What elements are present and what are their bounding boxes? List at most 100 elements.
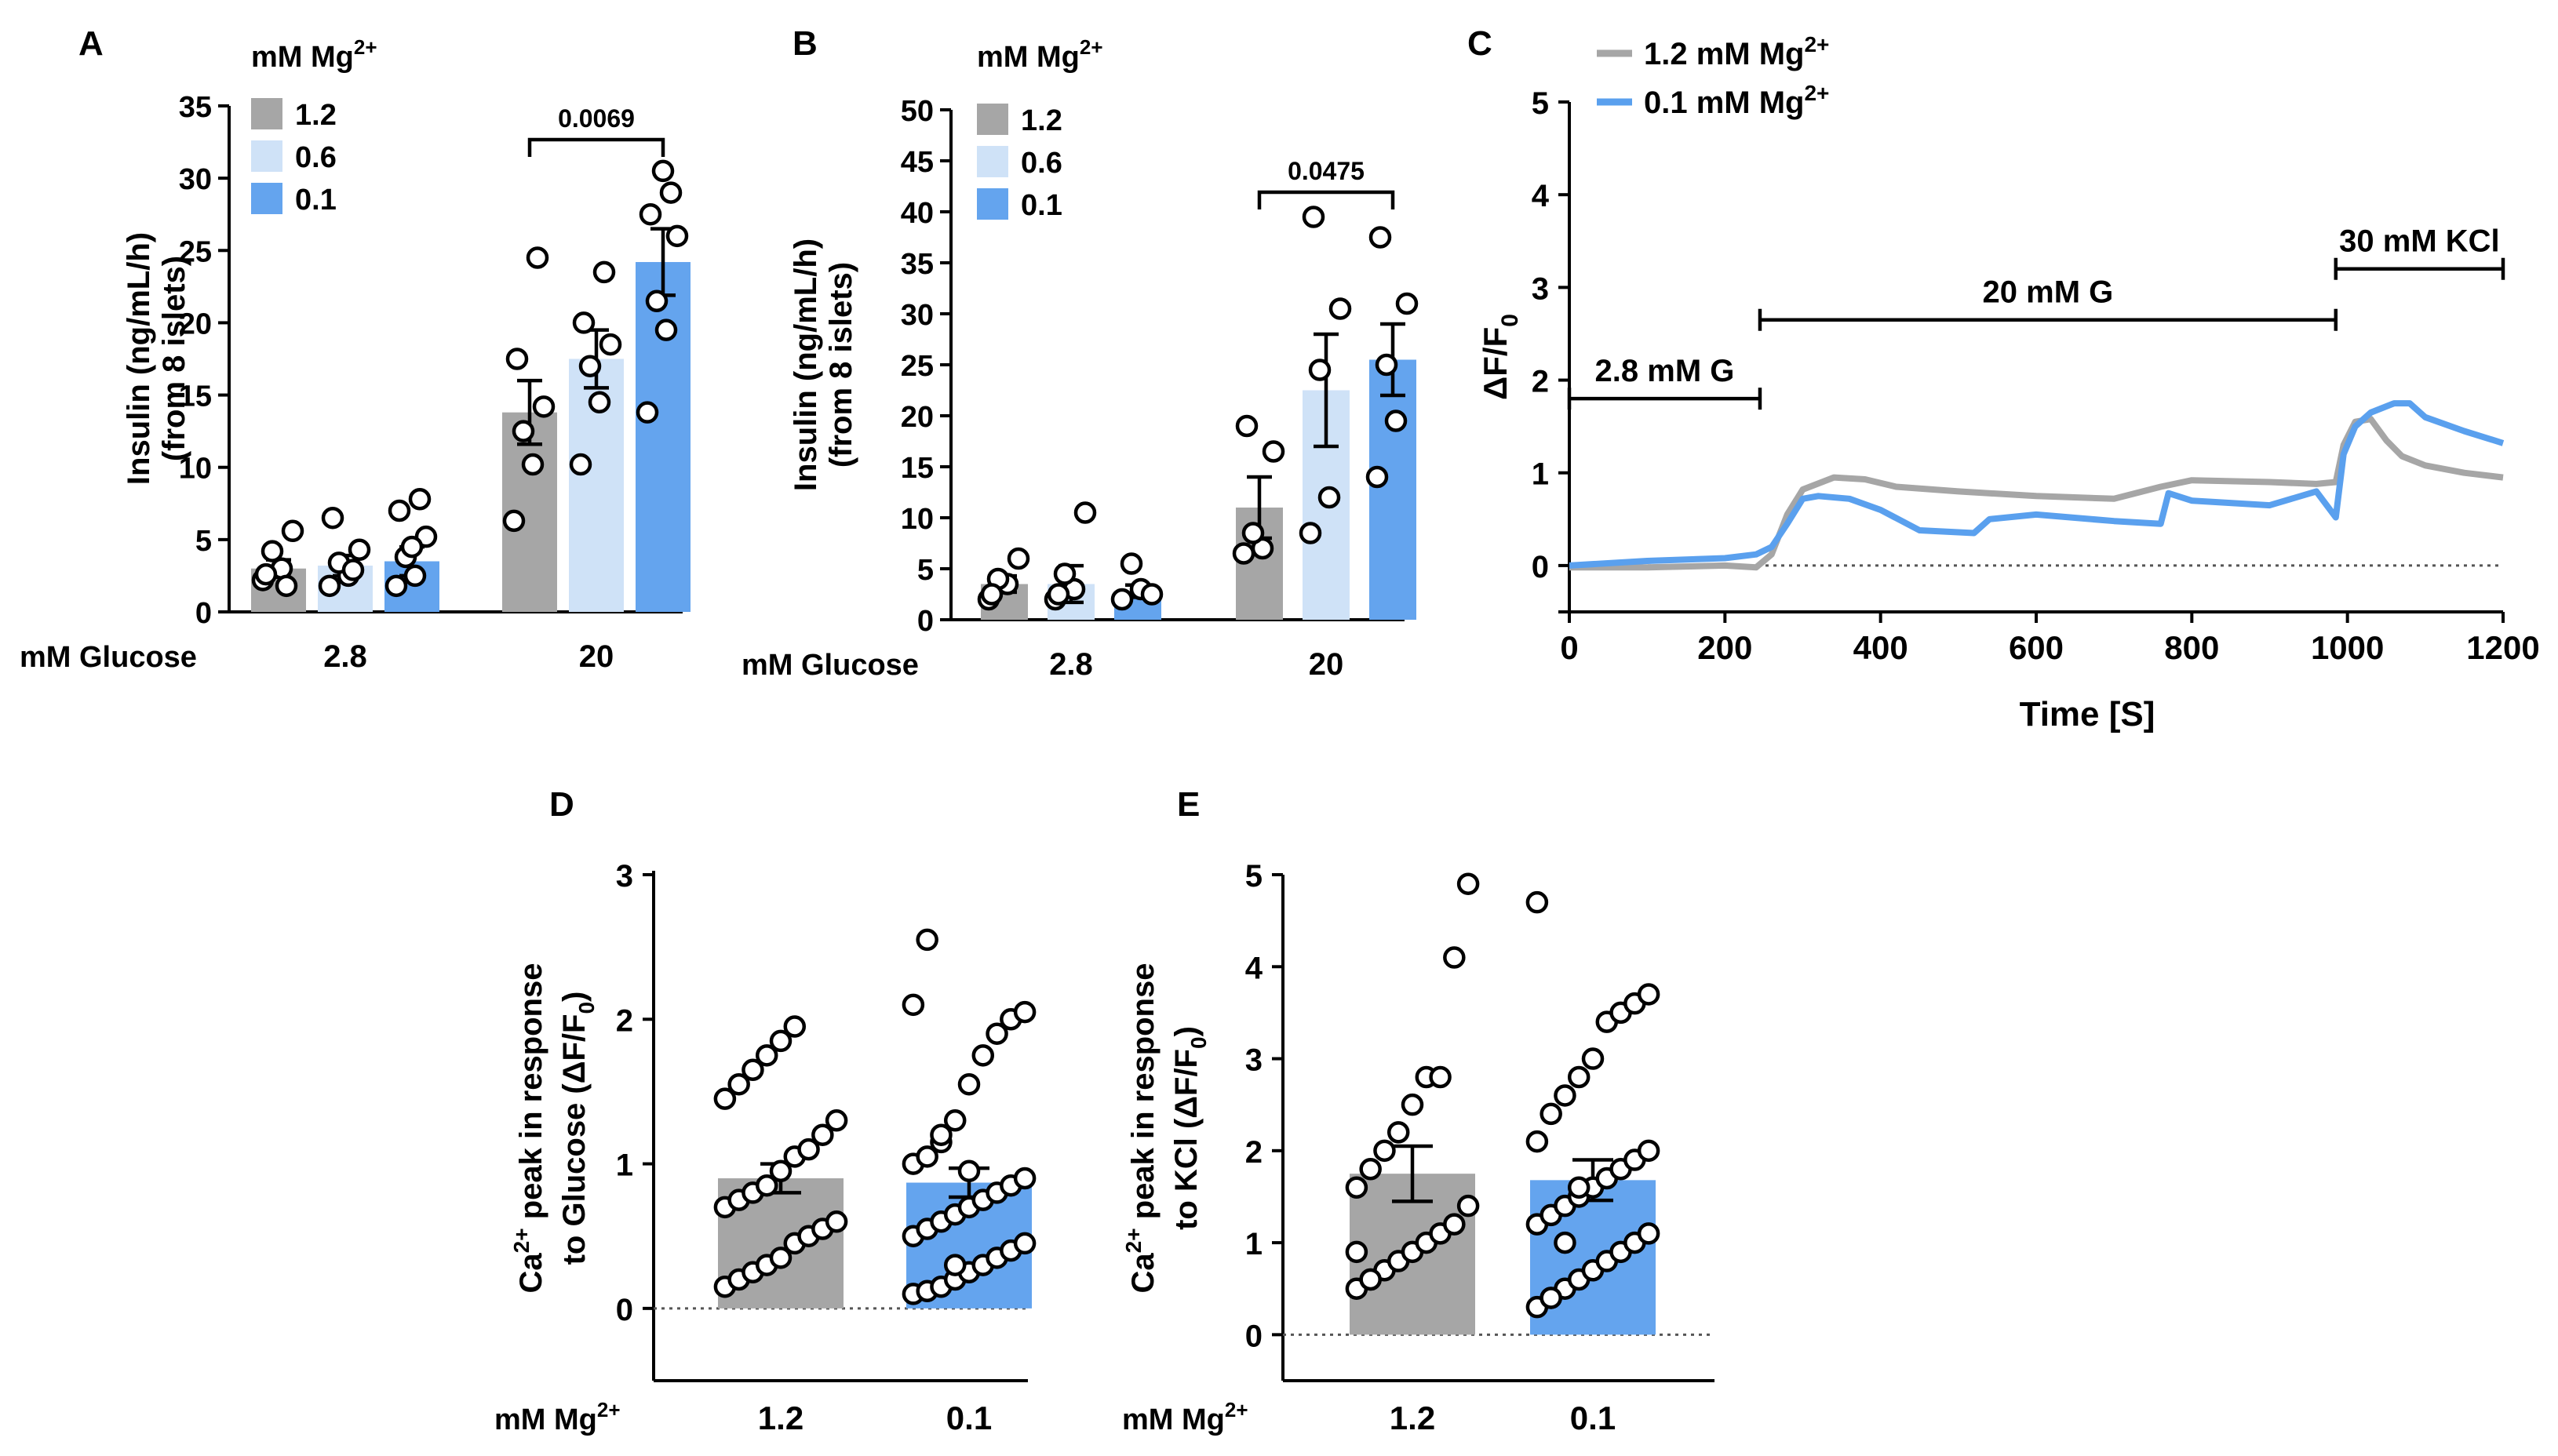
y-tick-label: 3 <box>1532 271 1549 306</box>
legend-label: 1.2 <box>1021 104 1062 137</box>
data-point <box>1244 524 1263 543</box>
data-point <box>1377 355 1396 374</box>
x-category-label: 20 <box>579 639 614 674</box>
legend-label: 1.2 mM Mg2+ <box>1644 32 1829 71</box>
y-tick-label: 35 <box>179 91 212 124</box>
data-point <box>1459 1196 1478 1215</box>
panel-d-ylabel-line2: to Glucose (ΔF/F0) <box>557 992 599 1265</box>
y-tick-label: 5 <box>1245 859 1263 894</box>
y-tick-label: 1 <box>1245 1227 1263 1261</box>
data-point <box>1347 1243 1366 1261</box>
data-point <box>1310 361 1329 380</box>
data-point <box>1639 1224 1658 1243</box>
data-point <box>1347 1178 1366 1197</box>
data-point <box>1389 1123 1408 1141</box>
x-tick-label: 0 <box>1560 629 1578 666</box>
significance-label: 0.0069 <box>558 104 635 133</box>
data-point <box>390 501 409 520</box>
data-point <box>1009 549 1028 568</box>
panel-b-insulin-chart: 0 5 10 15 20 25 30 35 40 45 50 Insulin (ng/mL/h) (… <box>742 35 1416 682</box>
data-point <box>534 397 553 416</box>
bar <box>636 262 691 612</box>
data-point <box>1361 1159 1380 1178</box>
panel-b-x-categories: 2.8 20 <box>1049 647 1343 682</box>
panel-a-xlabel: mM Glucose <box>20 641 197 674</box>
y-tick-label: 3 <box>1245 1043 1263 1078</box>
data-point <box>1528 893 1547 912</box>
x-category-label: 2.8 <box>1049 647 1093 682</box>
data-point <box>1639 1141 1658 1160</box>
y-tick-label: 20 <box>901 401 934 434</box>
y-tick-label: 1 <box>616 1148 633 1183</box>
legend-swatch <box>251 140 282 172</box>
x-category-label: 20 <box>1309 647 1344 682</box>
panel-d-xlabel: mM Mg2+ <box>494 1398 621 1436</box>
panel-c-traces <box>1569 403 2503 567</box>
legend-label: 0.1 mM Mg2+ <box>1644 81 1829 120</box>
data-point <box>571 455 590 474</box>
panel-d-glucose-peak-chart: 0 1 2 3 Ca2+ peak in response to Glucose (Δ… <box>494 859 1034 1436</box>
data-point <box>1015 1234 1034 1253</box>
data-point <box>1371 228 1390 247</box>
stimulus-label: 30 mM KCl <box>2339 224 2500 259</box>
legend-label: 0.1 <box>295 184 337 217</box>
y-tick-label: 3 <box>616 859 633 894</box>
data-point <box>406 566 425 585</box>
y-tick-label: 35 <box>901 248 934 281</box>
data-point <box>581 357 599 376</box>
data-point <box>1375 1141 1394 1160</box>
data-point <box>647 292 666 311</box>
data-point <box>1555 1086 1574 1105</box>
y-tick-label: 50 <box>901 95 934 128</box>
data-point <box>387 577 406 595</box>
data-point <box>344 561 363 580</box>
x-category-label: 2.8 <box>323 639 367 674</box>
x-tick-label: 200 <box>1697 629 1752 666</box>
panel-b-points <box>979 208 1416 610</box>
data-point <box>946 1256 964 1275</box>
data-point <box>590 393 609 412</box>
y-tick-label: 4 <box>1532 179 1550 213</box>
y-tick-label: 5 <box>1532 86 1549 121</box>
y-tick-label: 0 <box>195 597 212 630</box>
y-tick-label: 15 <box>901 452 934 485</box>
data-point <box>661 184 680 202</box>
panel-e-kcl-peak-chart: 012345 Ca2+ peak in response to KCl (ΔF/… <box>1121 859 1714 1436</box>
y-tick-label: 5 <box>195 525 212 558</box>
panel-b-ylabel-line1: Insulin (ng/mL/h) <box>789 238 823 491</box>
data-point <box>1386 412 1405 431</box>
significance-bracket <box>530 140 663 157</box>
data-point <box>523 455 542 474</box>
data-point <box>668 227 687 246</box>
y-tick-label: 2 <box>1532 365 1549 399</box>
data-point <box>654 162 672 180</box>
y-tick-label: 4 <box>1245 951 1263 985</box>
data-point <box>1304 208 1323 227</box>
x-category-label: 1.2 <box>1390 1400 1435 1436</box>
y-tick-label: 10 <box>901 503 934 536</box>
data-point <box>1445 948 1463 967</box>
data-point <box>974 1046 993 1065</box>
panel-b-legend-title: mM Mg2+ <box>977 35 1103 74</box>
data-point <box>657 321 676 340</box>
panel-d-x-categories: 1.2 0.1 <box>758 1400 992 1436</box>
panel-a-x-categories: 2.8 20 <box>323 639 614 674</box>
data-point <box>528 249 547 268</box>
panel-c-xlabel: Time [S] <box>2020 695 2155 733</box>
data-point <box>1542 1288 1561 1307</box>
panel-a-significance: 0.0069 <box>530 104 663 157</box>
stimulus-label: 20 mM G <box>1983 275 2114 310</box>
data-point <box>1055 565 1074 584</box>
trace-line <box>1569 419 2503 567</box>
data-point <box>960 1162 978 1181</box>
data-point <box>827 1212 846 1231</box>
data-point <box>982 585 1001 604</box>
data-point <box>1122 555 1141 573</box>
data-point <box>323 508 342 527</box>
data-point <box>277 577 296 595</box>
panel-e-ylabel-line1: Ca2+ peak in response <box>1121 963 1161 1294</box>
data-point <box>638 403 657 422</box>
x-category-label: 1.2 <box>758 1400 803 1436</box>
data-point <box>1528 1132 1547 1151</box>
data-point <box>505 511 523 530</box>
